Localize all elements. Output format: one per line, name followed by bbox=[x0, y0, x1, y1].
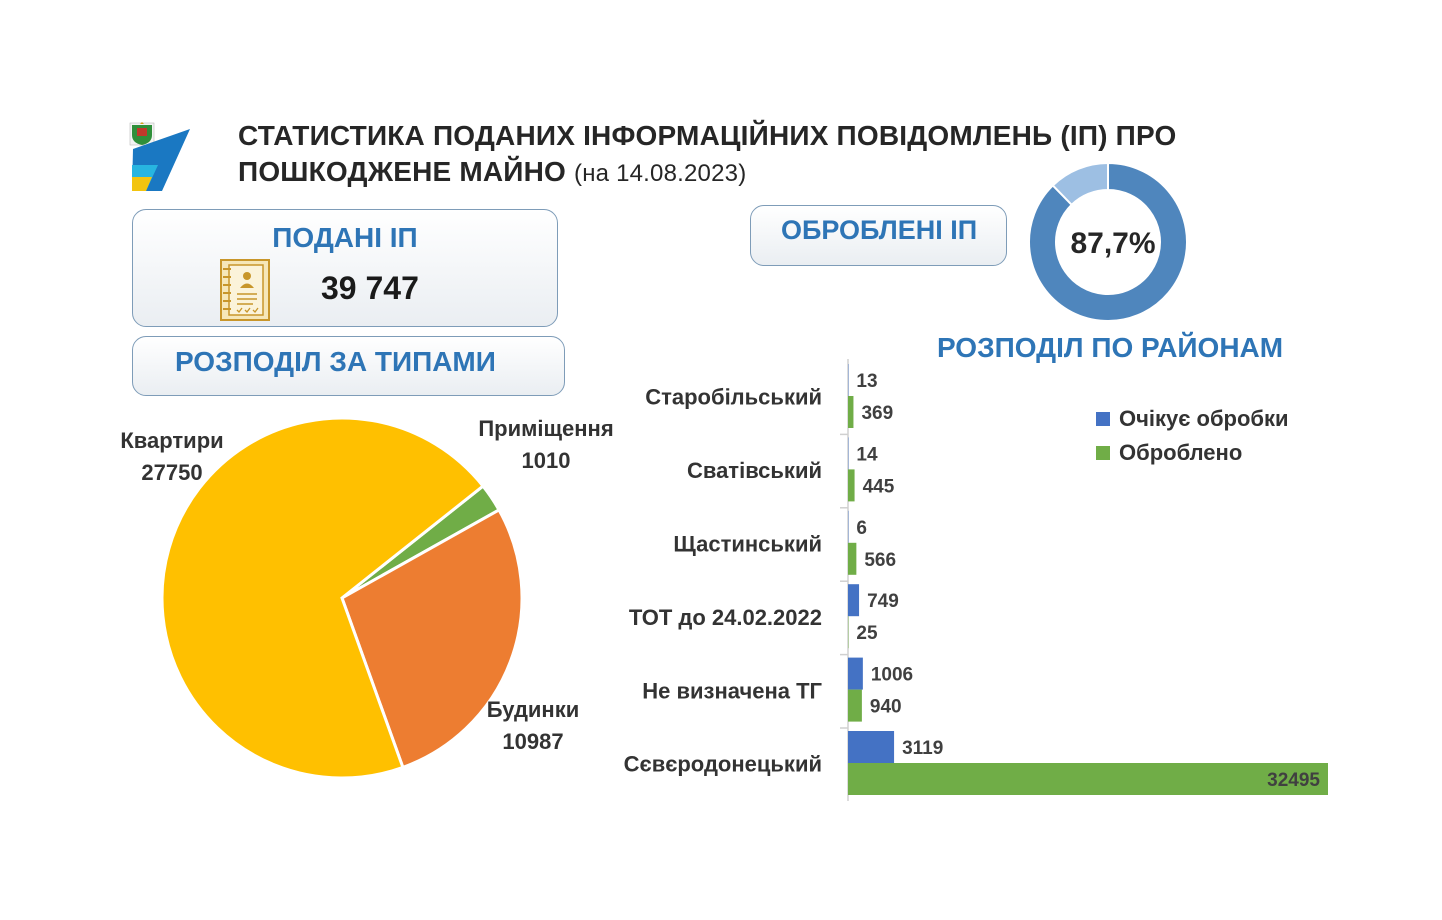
bar-processed-value: 940 bbox=[870, 697, 902, 718]
types-label: РОЗПОДІЛ ЗА ТИПАМИ bbox=[175, 346, 496, 377]
legend-item-pending: Очікує обробки bbox=[1096, 402, 1289, 436]
bar-processed-value: 566 bbox=[864, 550, 896, 571]
bar-category-label: Старобільський bbox=[645, 385, 822, 410]
types-pie-chart: Квартири 27750 Приміщення 1010 Будинки 1… bbox=[120, 405, 614, 805]
bar-pending-value: 3119 bbox=[902, 738, 943, 759]
processed-donut-chart: 87,7% bbox=[1028, 161, 1188, 322]
pie-slice-apartments bbox=[160, 416, 486, 780]
legend-label-processed: Оброблено bbox=[1119, 440, 1243, 465]
bar-pending-value: 14 bbox=[856, 444, 878, 465]
bar-pending bbox=[848, 657, 863, 690]
pie-label-apartments-value: 27750 bbox=[141, 460, 203, 485]
title-text: СТАТИСТИКА ПОДАНИХ ІНФОРМАЦІЙНИХ ПОВІДОМ… bbox=[238, 120, 1177, 187]
bar-processed-value: 369 bbox=[861, 403, 893, 424]
legend-item-processed: Оброблено bbox=[1096, 436, 1289, 470]
donut-slice-pending bbox=[1051, 161, 1109, 207]
pie-label-premises-name: Приміщення bbox=[478, 416, 614, 441]
bar-category-label: Щастинський bbox=[673, 532, 822, 557]
bar-pending-value: 6 bbox=[856, 518, 867, 539]
submitted-label: ПОДАНІ ІП bbox=[272, 222, 418, 253]
districts-bar-chart: Старобільський 13 369 Сватівський 14 445 Щасти… bbox=[624, 359, 1328, 801]
pie-label-houses-name: Будинки bbox=[486, 697, 580, 722]
bar-processed-value: 25 bbox=[856, 623, 878, 644]
pie-label-apartments: Квартири 27750 bbox=[102, 425, 242, 489]
document-icon bbox=[220, 259, 270, 321]
submitted-count: 39 747 bbox=[321, 270, 419, 306]
legend-swatch-processed bbox=[1096, 446, 1110, 460]
bar-pending bbox=[848, 731, 895, 763]
bar-processed bbox=[848, 396, 854, 428]
bar-category-label: Сєвєродонецький bbox=[624, 752, 822, 777]
bar-processed bbox=[848, 763, 1328, 795]
pie-label-premises-value: 1010 bbox=[521, 448, 571, 473]
pie-label-apartments-name: Квартири bbox=[120, 428, 224, 453]
bar-legend: Очікує обробки Оброблено bbox=[1096, 402, 1289, 470]
pie-label-premises: Приміщення 1010 bbox=[476, 413, 616, 477]
legend-swatch-pending bbox=[1096, 412, 1110, 426]
page-title: СТАТИСТИКА ПОДАНИХ ІНФОРМАЦІЙНИХ ПОВІДОМ… bbox=[238, 118, 1238, 192]
bar-category-label: ТОТ до 24.02.2022 bbox=[629, 605, 822, 630]
districts-label: РОЗПОДІЛ ПО РАЙОНАМ bbox=[937, 332, 1284, 363]
bar-category-label: Сватівський bbox=[687, 458, 822, 483]
processed-label: ОБРОБЛЕНІ ІП bbox=[781, 215, 978, 245]
bar-pending bbox=[848, 584, 860, 617]
oblast-logo-icon bbox=[129, 122, 190, 191]
types-card: РОЗПОДІЛ ЗА ТИПАМИ bbox=[132, 336, 565, 396]
pie-label-houses: Будинки 10987 bbox=[468, 694, 598, 758]
legend-label-pending: Очікує обробки bbox=[1119, 406, 1289, 431]
submitted-card: ПОДАНІ ІП 39 747 bbox=[132, 209, 558, 327]
bar-processed bbox=[848, 469, 855, 502]
bar-pending-value: 13 bbox=[856, 371, 877, 392]
bar-pending-value: 1006 bbox=[871, 665, 913, 686]
pie-slice-houses bbox=[340, 507, 524, 770]
bar-processed bbox=[848, 542, 857, 575]
title-date: (на 14.08.2023) bbox=[574, 160, 747, 187]
bar-processed-value: 445 bbox=[863, 476, 895, 497]
bar-processed-value: 32495 bbox=[1267, 770, 1320, 791]
bar-processed bbox=[848, 689, 862, 722]
processed-card: ОБРОБЛЕНІ ІП bbox=[750, 205, 1007, 266]
bar-category-label: Не визначена ТГ bbox=[642, 678, 822, 703]
donut-center-label: 87,7% bbox=[1070, 227, 1155, 260]
bar-pending-value: 749 bbox=[867, 591, 899, 612]
pie-label-houses-value: 10987 bbox=[502, 729, 564, 754]
